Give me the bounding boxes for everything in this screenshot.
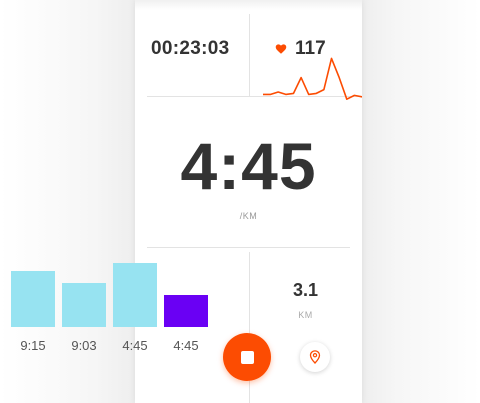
pace-unit: /KM bbox=[239, 211, 258, 221]
divider-vertical-top bbox=[249, 14, 250, 96]
split-label: 4:45 bbox=[173, 338, 199, 353]
split-label: 9:15 bbox=[20, 338, 46, 353]
heart-icon bbox=[275, 44, 287, 54]
distance-value: 3.1 bbox=[292, 280, 319, 300]
split-label: 9:03 bbox=[71, 338, 97, 353]
heart-rate-value: 117 bbox=[295, 38, 326, 59]
heart-rate-line bbox=[263, 57, 362, 100]
divider-vertical-bottom bbox=[249, 252, 250, 403]
elapsed-time: 00:23:03 bbox=[151, 38, 230, 59]
distance-unit: KM bbox=[298, 310, 313, 320]
split-label: 4:45 bbox=[122, 338, 148, 353]
heart-rate-graph bbox=[263, 57, 362, 100]
stop-icon bbox=[240, 350, 254, 364]
split-bar bbox=[164, 295, 208, 327]
splits-chart: 9:15 9:03 4:45 4:45 bbox=[0, 250, 230, 360]
recording-screen: 00:23:03 117 4:45 /KM 3.1 KM bbox=[135, 0, 362, 403]
heart-rate: 117 bbox=[275, 38, 326, 60]
split-bar bbox=[62, 283, 106, 327]
location-pin-icon bbox=[309, 350, 321, 364]
divider-horizontal-bottom bbox=[147, 247, 350, 248]
background-left bbox=[0, 0, 135, 403]
status-bar bbox=[135, 0, 362, 10]
divider-horizontal-top bbox=[147, 96, 362, 97]
split-bar bbox=[113, 263, 157, 327]
current-pace: 4:45 bbox=[180, 129, 317, 203]
background-right bbox=[362, 0, 480, 403]
split-bar bbox=[11, 271, 55, 327]
stop-button[interactable] bbox=[223, 333, 271, 381]
location-button[interactable] bbox=[300, 342, 330, 372]
